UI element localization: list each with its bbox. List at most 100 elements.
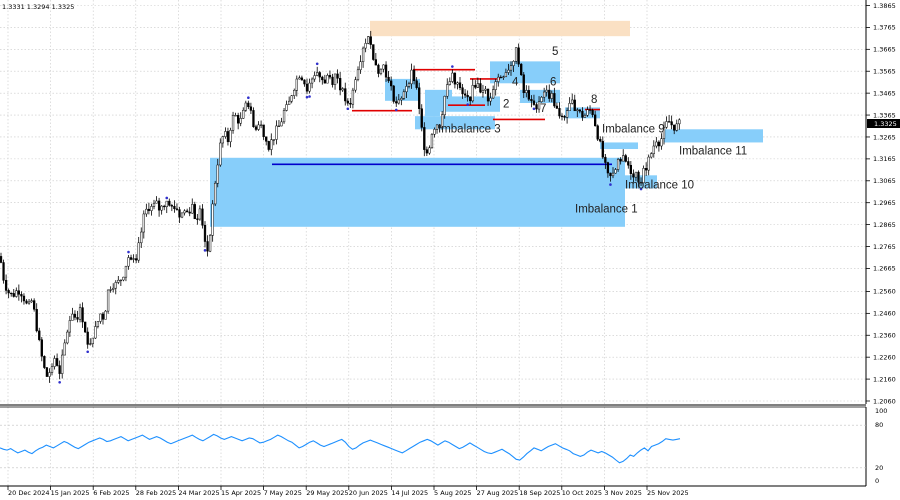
candle-body	[191, 204, 194, 214]
candle-body	[451, 72, 454, 82]
fractal-down-marker	[308, 95, 311, 98]
fractal-down-marker	[58, 380, 61, 384]
osc-scale-label: 0	[875, 477, 879, 485]
candle-body	[463, 93, 467, 96]
candle-body	[481, 90, 485, 93]
candle-body	[461, 87, 464, 95]
candle-body	[675, 123, 678, 131]
candle-body	[469, 96, 472, 102]
candle-body	[594, 114, 597, 127]
candle-body	[305, 83, 309, 92]
date-tick-label: 27 Aug 2025	[477, 489, 519, 497]
candle-body	[43, 356, 46, 368]
candle-body	[15, 290, 18, 297]
candle-body	[382, 64, 385, 70]
candle-body	[410, 69, 413, 85]
annotation-label: 5	[552, 46, 558, 58]
candle-body	[530, 99, 533, 102]
candle-body	[540, 96, 543, 103]
candle-body	[565, 110, 569, 118]
candle-body	[667, 121, 671, 123]
candle-body	[466, 94, 469, 98]
candle-body	[78, 307, 82, 320]
candle-body	[395, 101, 398, 104]
candle-body	[328, 75, 332, 78]
price-tick-label: 1.2765	[873, 243, 896, 251]
candle-body	[573, 99, 576, 112]
price-tick-label: 1.2560	[873, 288, 896, 296]
candle-body	[308, 82, 311, 92]
candle-body	[277, 125, 281, 128]
candle-body	[629, 164, 633, 174]
candle-body	[387, 76, 390, 82]
candle-body	[211, 203, 214, 236]
fractal-down-marker	[86, 350, 89, 354]
candle-body	[548, 89, 551, 99]
candle-body	[402, 91, 406, 99]
candle-body	[578, 109, 582, 112]
candle-body	[288, 100, 291, 105]
candle-body	[367, 36, 370, 44]
candle-body	[339, 78, 342, 91]
candle-body	[405, 86, 408, 93]
candle-body	[507, 69, 510, 73]
candle-body	[173, 205, 176, 210]
price-tick-label: 1.2360	[873, 332, 896, 340]
candle-body	[155, 200, 158, 204]
candle-body	[634, 171, 638, 178]
candle-body	[344, 88, 347, 102]
fractal-down-marker	[466, 103, 469, 106]
price-tick-label: 1.3865	[873, 2, 896, 10]
fractal-up-marker	[451, 65, 454, 68]
candle-body	[224, 131, 227, 137]
candle-body	[216, 164, 219, 184]
date-tick-label: 24 Mar 2025	[178, 489, 219, 497]
date-tick-label: 20 Jun 2025	[349, 489, 388, 497]
candle-body	[471, 85, 474, 102]
price-tick-label: 1.2865	[873, 221, 896, 229]
candle-body	[303, 79, 306, 85]
candle-body	[486, 88, 490, 102]
candle-body	[252, 110, 255, 127]
candle-body	[601, 140, 604, 158]
candle-body	[514, 47, 518, 62]
candle-body	[244, 102, 247, 111]
candle-body	[665, 121, 668, 128]
candle-body	[293, 90, 296, 96]
candle-body	[147, 208, 151, 211]
price-tick-label: 1.3165	[873, 155, 896, 163]
candle-body	[321, 76, 324, 81]
candle-body	[58, 365, 61, 374]
candle-body	[45, 367, 49, 377]
candle-body	[502, 76, 505, 78]
candle-body	[48, 372, 51, 377]
candle-body	[188, 211, 191, 214]
price-tick-label: 1.2665	[873, 265, 896, 273]
candle-body	[484, 88, 487, 91]
candle-body	[178, 209, 181, 218]
date-tick-label: 20 Dec 2024	[8, 489, 50, 497]
candle-body	[657, 141, 661, 147]
candle-body	[231, 115, 235, 131]
candle-body	[96, 321, 100, 327]
candle-body	[448, 81, 451, 85]
date-tick-label: 28 Feb 2025	[136, 489, 176, 497]
candle-body	[453, 72, 457, 85]
candle-body	[441, 114, 444, 129]
candle-body	[163, 205, 166, 208]
candle-body	[517, 47, 520, 65]
candle-body	[272, 139, 276, 141]
candle-body	[400, 98, 403, 101]
candle-body	[423, 127, 426, 150]
candle-body	[499, 76, 502, 79]
annotation-label: 8	[591, 94, 597, 106]
candle-body	[140, 231, 143, 244]
candle-body	[428, 147, 431, 154]
candle-body	[117, 279, 120, 283]
candle-body	[532, 100, 536, 105]
date-tick-label: 6 Feb 2025	[93, 489, 129, 497]
candle-body	[226, 131, 230, 143]
candle-body	[91, 337, 94, 344]
current-price-tag	[867, 119, 900, 128]
candle-body	[678, 119, 681, 125]
